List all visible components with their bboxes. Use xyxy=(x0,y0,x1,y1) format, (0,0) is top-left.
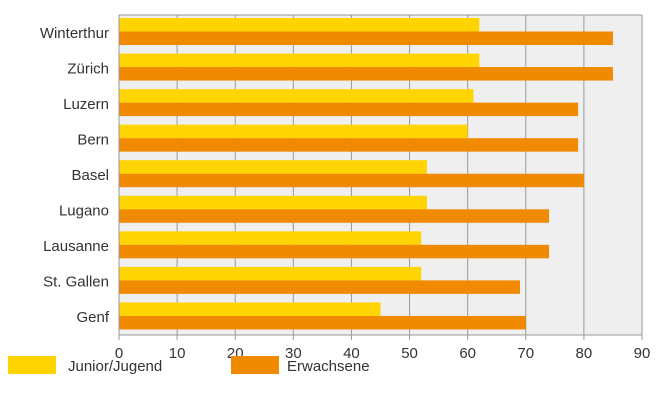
bar-junior-1 xyxy=(119,53,480,68)
bar-adult-0 xyxy=(119,31,613,45)
bar-adult-5 xyxy=(119,209,550,223)
category-label-7: St. Gallen xyxy=(43,274,109,291)
x-tick-label-40: 40 xyxy=(343,345,360,362)
category-label-0: Winterthur xyxy=(40,25,109,42)
legend-label-junior: Junior/Jugend xyxy=(68,358,162,375)
bar-junior-0 xyxy=(119,18,480,32)
bar-junior-8 xyxy=(119,302,381,316)
x-tick-label-30: 30 xyxy=(285,345,302,362)
bar-adult-4 xyxy=(119,173,584,188)
x-tick-label-70: 70 xyxy=(517,345,534,362)
category-label-6: Lausanne xyxy=(43,238,109,255)
category-label-4: Basel xyxy=(71,167,109,184)
bar-junior-6 xyxy=(119,231,422,245)
bar-adult-7 xyxy=(119,280,520,294)
x-tick-label-0: 0 xyxy=(115,345,123,362)
x-tick-label-80: 80 xyxy=(576,345,593,362)
bar-adult-6 xyxy=(119,244,550,259)
legend-swatch-adult xyxy=(231,356,279,374)
bar-junior-2 xyxy=(119,89,474,103)
bar-junior-7 xyxy=(119,266,422,281)
bar-junior-4 xyxy=(119,160,427,174)
x-tick-label-10: 10 xyxy=(169,345,186,362)
bar-adult-2 xyxy=(119,102,579,117)
x-tick-label-60: 60 xyxy=(459,345,476,362)
category-label-8: Genf xyxy=(76,309,109,326)
x-tick-label-50: 50 xyxy=(401,345,418,362)
category-label-5: Lugano xyxy=(59,203,109,220)
category-label-1: Zürich xyxy=(67,60,109,77)
bar-junior-3 xyxy=(119,124,468,139)
legend-swatch-junior xyxy=(8,356,56,374)
bar-junior-5 xyxy=(119,195,427,210)
x-tick-label-90: 90 xyxy=(634,345,651,362)
bar-adult-1 xyxy=(119,67,613,81)
bar-adult-8 xyxy=(119,315,526,330)
legend-label-adult: Erwachsene xyxy=(287,358,370,375)
category-label-3: Bern xyxy=(77,131,109,148)
category-label-2: Luzern xyxy=(63,96,109,113)
bar-adult-3 xyxy=(119,138,579,152)
